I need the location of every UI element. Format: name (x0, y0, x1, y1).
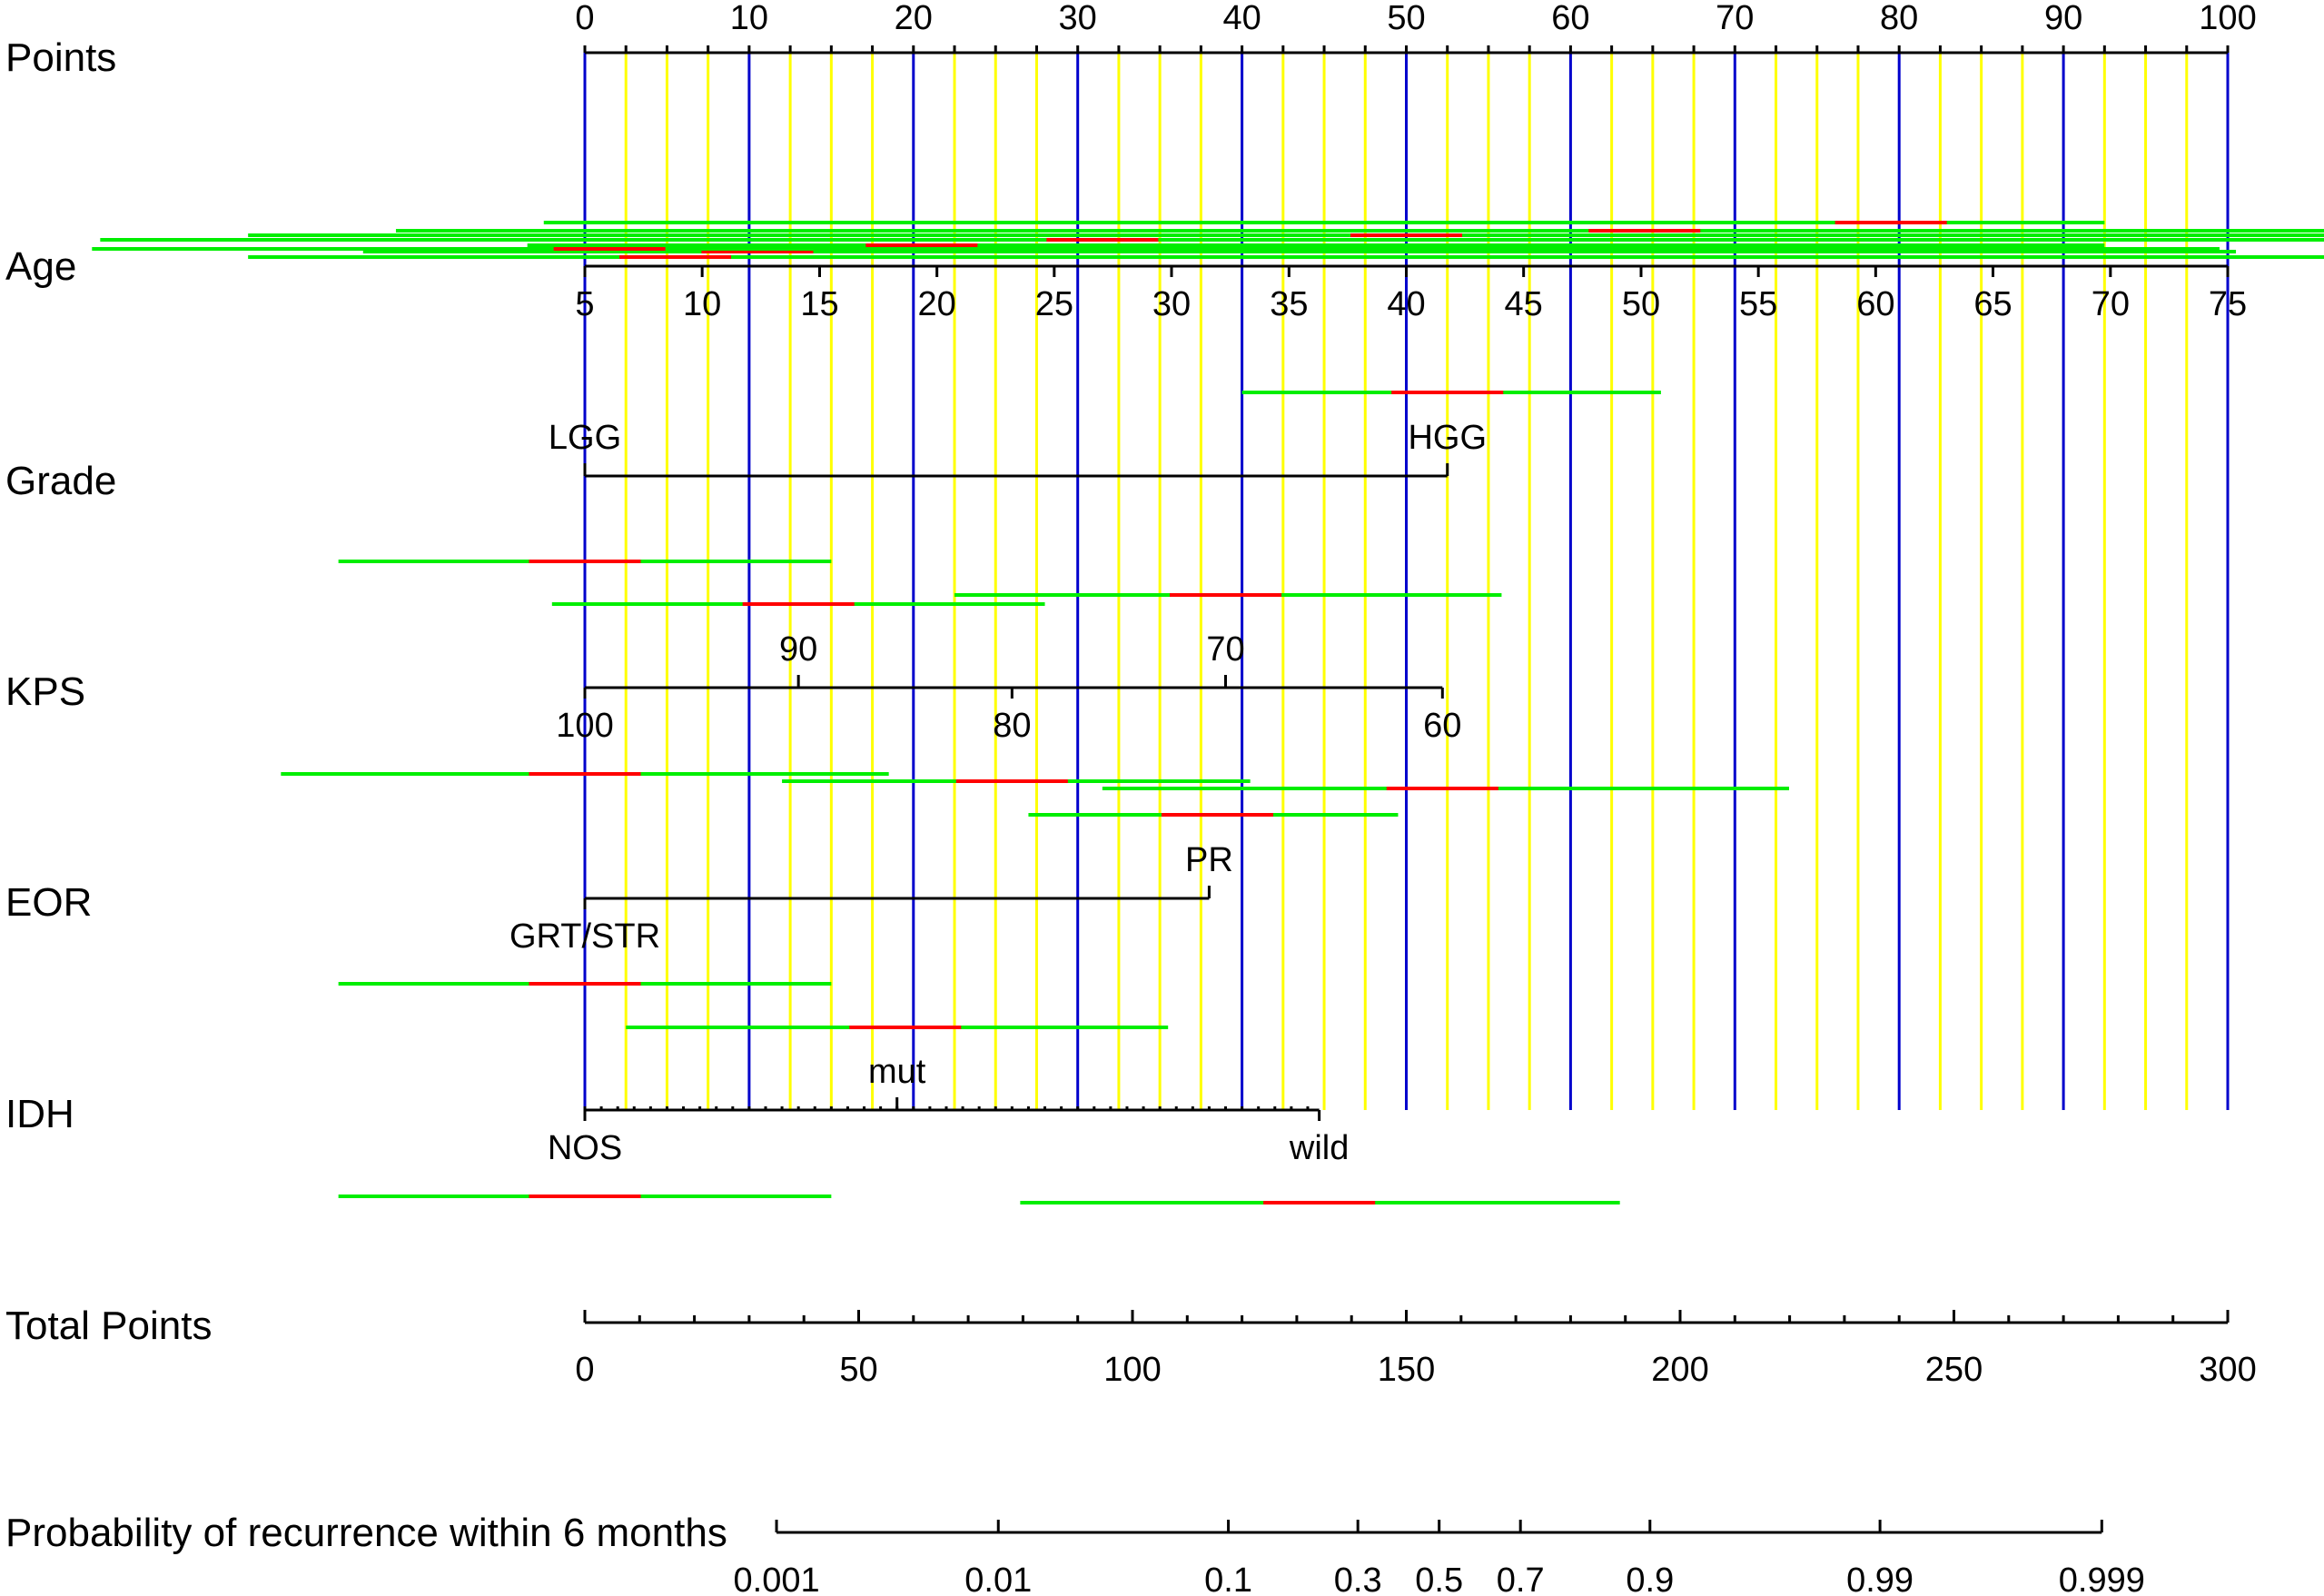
age-tick-label: 40 (1387, 285, 1425, 323)
age-tick-label: 70 (2092, 285, 2130, 323)
points-tick-label: 80 (1880, 0, 1918, 37)
points-tick-label: 0 (575, 0, 594, 37)
labels: Points 0 10 20 30 40 50 60 70 80 90 100 Age 5 10 15 20 25… (5, 0, 2257, 1596)
total-points-tick-label: 150 (1378, 1351, 1435, 1389)
total-points-tick-label: 200 (1651, 1351, 1708, 1389)
axes (583, 45, 2230, 1534)
age-tick-label: 15 (800, 285, 838, 323)
probability-tick-label: 0.5 (1415, 1561, 1463, 1596)
age-tick-label: 20 (918, 285, 956, 323)
kps-axis-label: KPS (5, 669, 85, 714)
points-tick-label: 100 (2199, 0, 2256, 37)
probability-tick-label: 0.9 (1626, 1561, 1674, 1596)
points-tick-label: 60 (1551, 0, 1589, 37)
eor-axis-label: EOR (5, 880, 92, 925)
eor-tick-label: PR (1185, 841, 1233, 879)
probability-tick-label: 0.99 (1846, 1561, 1914, 1596)
points-tick-label: 30 (1059, 0, 1097, 37)
age-axis-label: Age (5, 244, 76, 289)
age-tick-label: 50 (1622, 285, 1660, 323)
age-tick-label: 35 (1270, 285, 1308, 323)
points-tick-label: 10 (730, 0, 768, 37)
age-tick-label: 45 (1505, 285, 1543, 323)
age-tick-label: 60 (1856, 285, 1894, 323)
points-tick-label: 90 (2044, 0, 2082, 37)
kps-tick-label: 60 (1423, 707, 1461, 745)
total-points-tick-label: 100 (1103, 1351, 1161, 1389)
gridlines (583, 53, 2230, 1110)
kps-tick-label: 100 (556, 707, 613, 745)
eor-tick-label: GRT/STR (509, 917, 660, 956)
total-points-tick-label: 0 (575, 1351, 594, 1389)
idh-tick-label: wild (1289, 1129, 1349, 1167)
idh-axis-label: IDH (5, 1092, 74, 1136)
total-points-label: Total Points (5, 1304, 212, 1348)
probability-tick-label: 0.999 (2059, 1561, 2145, 1596)
age-tick-label: 5 (575, 285, 594, 323)
idh-tick-label: NOS (548, 1129, 622, 1167)
total-points-tick-label: 250 (1925, 1351, 1983, 1389)
points-tick-label: 50 (1387, 0, 1425, 37)
probability-tick-label: 0.001 (734, 1561, 820, 1596)
kps-tick-label: 70 (1206, 630, 1244, 669)
kps-tick-label: 90 (779, 630, 817, 669)
age-tick-label: 65 (1973, 285, 2012, 323)
probability-tick-label: 0.7 (1497, 1561, 1545, 1596)
total-points-tick-label: 50 (839, 1351, 877, 1389)
age-tick-label: 75 (2209, 285, 2247, 323)
points-tick-label: 20 (895, 0, 933, 37)
age-tick-label: 30 (1152, 285, 1191, 323)
points-tick-label: 40 (1222, 0, 1261, 37)
kps-tick-label: 80 (993, 707, 1031, 745)
age-tick-label: 10 (683, 285, 721, 323)
confidence-intervals (92, 221, 2324, 1204)
probability-tick-label: 0.3 (1334, 1561, 1382, 1596)
points-axis-label: Points (5, 35, 116, 80)
probability-tick-label: 0.01 (964, 1561, 1032, 1596)
age-tick-label: 25 (1035, 285, 1073, 323)
total-points-tick-label: 300 (2199, 1351, 2256, 1389)
probability-tick-label: 0.1 (1204, 1561, 1252, 1596)
grade-axis-label: Grade (5, 459, 116, 503)
age-tick-label: 55 (1739, 285, 1777, 323)
probability-label: Probability of recurrence within 6 month… (5, 1511, 727, 1555)
points-tick-label: 70 (1716, 0, 1754, 37)
grade-tick-label: HGG (1408, 419, 1487, 457)
grade-tick-label: LGG (549, 419, 621, 457)
idh-tick-label: mut (868, 1053, 926, 1091)
